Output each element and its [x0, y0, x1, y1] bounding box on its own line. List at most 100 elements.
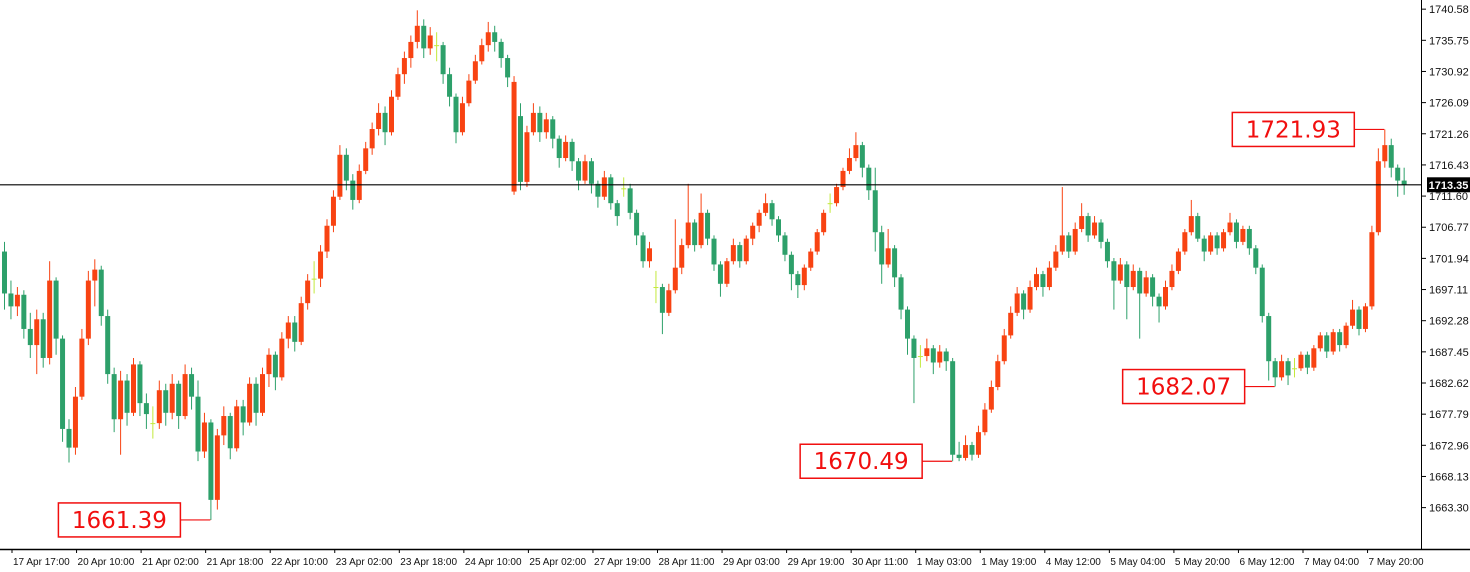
- candle: [2, 241, 7, 310]
- candle: [892, 245, 898, 288]
- candle: [717, 261, 723, 297]
- candle: [485, 21, 491, 52]
- candle: [305, 274, 311, 310]
- price-tick-label: 1726.09: [1429, 98, 1469, 110]
- candle: [827, 193, 833, 213]
- candle: [1027, 280, 1033, 313]
- candle: [414, 10, 420, 49]
- candle: [879, 225, 885, 284]
- candle: [1014, 287, 1020, 317]
- candle: [1388, 138, 1394, 178]
- candle: [885, 228, 891, 268]
- candle: [743, 235, 749, 265]
- candle: [776, 216, 781, 242]
- candle: [330, 190, 336, 233]
- candle: [72, 387, 78, 455]
- candle: [111, 367, 117, 433]
- candle: [634, 209, 640, 246]
- candle: [1292, 357, 1297, 378]
- candle: [382, 106, 388, 146]
- candle: [395, 67, 401, 100]
- price-tick-label: 1692.28: [1429, 316, 1469, 328]
- candle: [1240, 225, 1246, 246]
- candle: [472, 54, 478, 84]
- candle: [756, 209, 762, 233]
- candle: [763, 193, 769, 217]
- candle: [118, 370, 124, 455]
- time-tick-label: 27 Apr 19:00: [594, 557, 651, 568]
- candle: [447, 67, 453, 107]
- candle: [1375, 148, 1381, 236]
- candle: [905, 306, 910, 355]
- time-tick-label: 30 Apr 11:00: [852, 557, 908, 568]
- candle: [950, 357, 956, 462]
- candle: [1395, 164, 1401, 197]
- candle: [176, 380, 182, 429]
- candle: [53, 277, 59, 355]
- candle: [1266, 312, 1272, 381]
- candle: [1059, 187, 1065, 255]
- annotation-price-label: 1661.39: [72, 508, 167, 534]
- candle: [705, 209, 711, 246]
- candle: [995, 354, 1001, 391]
- candle: [795, 270, 801, 298]
- time-tick-label: 7 May 20:00: [1369, 557, 1424, 568]
- candle: [1201, 235, 1207, 262]
- candle: [311, 261, 317, 294]
- candle: [956, 441, 962, 462]
- candle: [1150, 274, 1156, 307]
- candle: [866, 164, 872, 200]
- time-tick-label: 4 May 12:00: [1046, 557, 1101, 568]
- candle: [898, 274, 904, 320]
- candle: [324, 219, 330, 258]
- time-tick-label: 21 Apr 18:00: [207, 557, 264, 568]
- candle: [969, 441, 975, 461]
- candle: [266, 348, 272, 387]
- candle: [1350, 299, 1356, 329]
- candle: [150, 406, 156, 439]
- candle: [834, 183, 840, 207]
- price-tick-label: 1668.13: [1429, 471, 1469, 483]
- candle: [1382, 129, 1388, 168]
- candle: [189, 367, 195, 410]
- candle: [524, 125, 530, 188]
- candle: [1040, 270, 1046, 297]
- candle: [846, 148, 852, 175]
- candle: [588, 158, 594, 194]
- candle: [298, 296, 304, 346]
- price-tick-label: 1721.26: [1429, 129, 1469, 141]
- candle: [1214, 232, 1220, 255]
- candle: [453, 93, 459, 144]
- candle: [60, 335, 66, 442]
- candle: [1066, 232, 1072, 258]
- candle: [930, 345, 936, 375]
- candle: [421, 19, 427, 59]
- annotation-box: [57, 502, 182, 538]
- annotation-callout: 1682.07: [1121, 368, 1275, 405]
- candle: [963, 435, 969, 461]
- candle: [47, 261, 53, 365]
- candle: [614, 199, 620, 226]
- candle: [1227, 212, 1233, 236]
- current-price-tag-bg: [1427, 177, 1470, 193]
- time-tick-label: 29 Apr 19:00: [788, 557, 845, 568]
- candle: [260, 367, 265, 417]
- time-tick-label: 7 May 04:00: [1304, 557, 1359, 568]
- candle: [518, 103, 523, 191]
- candle: [1098, 219, 1104, 249]
- candle: [859, 141, 865, 178]
- price-tick-label: 1701.94: [1429, 253, 1469, 265]
- candle: [1085, 212, 1091, 242]
- candle: [1021, 290, 1027, 320]
- candle: [840, 167, 846, 191]
- price-tick-label: 1706.77: [1429, 222, 1469, 234]
- candle: [685, 183, 691, 249]
- candle: [427, 27, 433, 55]
- candle: [679, 238, 685, 275]
- candle: [1195, 212, 1201, 242]
- time-tick-label: 22 Apr 10:00: [271, 557, 328, 568]
- candle: [1182, 228, 1188, 255]
